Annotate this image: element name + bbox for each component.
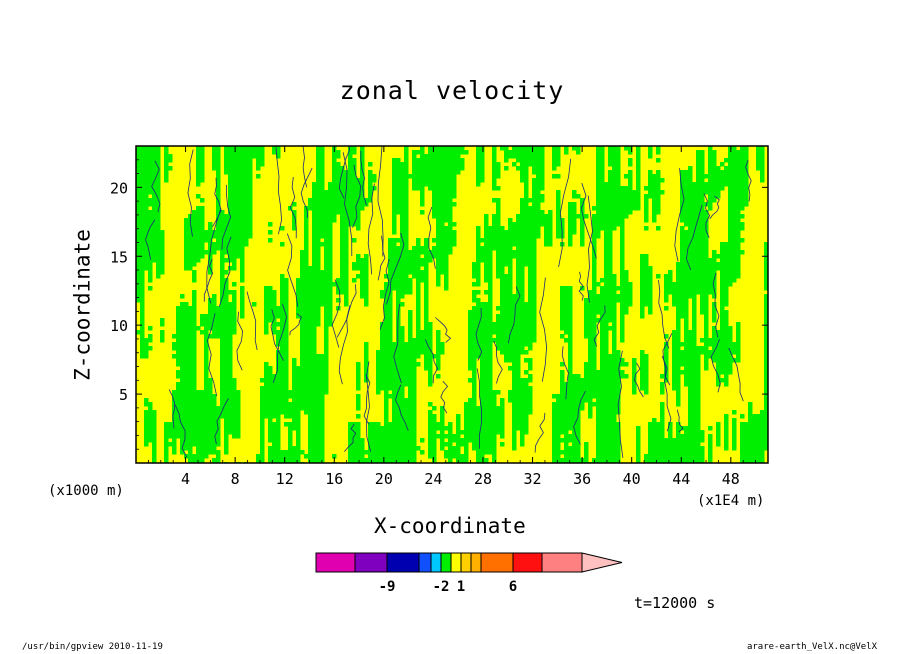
x-tick-label: 4 [181, 470, 190, 488]
y-axis-label: Z-coordinate [70, 229, 95, 381]
x-tick-label: 32 [524, 470, 542, 488]
chart-title: zonal velocity [339, 76, 565, 105]
x-tick-label: 16 [325, 470, 343, 488]
colorbar-tick-label: -9 [379, 579, 396, 595]
x-unit-label: (x1000 m) [48, 483, 124, 499]
colorbar-level [512, 552, 543, 573]
x-tick-label: 24 [424, 470, 442, 488]
y-tick-label: 10 [110, 317, 128, 335]
colorbar-level [386, 552, 420, 573]
colorbar-level [460, 552, 472, 573]
colorbar: -9 -2 1 6 [315, 552, 623, 595]
contour-lines [145, 146, 752, 458]
x-tick-label: 44 [672, 470, 690, 488]
colorbar-level [418, 552, 432, 573]
colorbar-tick-label: -2 [433, 579, 450, 595]
x-axis-label: X-coordinate [374, 514, 526, 538]
x-tick-label: 48 [722, 470, 740, 488]
x-tick-label: 8 [231, 470, 240, 488]
colorbar-level [480, 552, 514, 573]
x-tick-label: 20 [375, 470, 393, 488]
y-tick-label: 15 [110, 248, 128, 266]
x-tick-label: 28 [474, 470, 492, 488]
time-label: t=12000 s [634, 594, 716, 612]
x-tick-label: 36 [573, 470, 591, 488]
colorbar-level [470, 552, 482, 573]
colorbar-level [315, 552, 356, 573]
footer-program-date: /usr/bin/gpview 2010-11-19 [22, 642, 163, 652]
colorbar-overflow-arrow [581, 552, 623, 573]
colorbar-level [440, 552, 452, 573]
x-axis: 4 8 12 16 20 24 28 32 36 40 44 48 [147, 146, 757, 488]
colorbar-tick-label: 6 [509, 579, 517, 595]
x-tick-label: 40 [623, 470, 641, 488]
footer-source: arare-earth_VelX.nc@VelX [746, 642, 877, 652]
x-scale-label: (x1E4 m) [697, 493, 765, 509]
contour-field [136, 146, 768, 463]
y-axis: 5 10 15 20 [110, 159, 768, 450]
colorbar-level [450, 552, 462, 573]
y-tick-label: 20 [110, 179, 128, 197]
x-tick-label: 12 [276, 470, 294, 488]
colorbar-level [430, 552, 442, 573]
colorbar-tick-label: 1 [457, 579, 465, 595]
colorbar-level [541, 552, 583, 573]
y-tick-label: 5 [119, 386, 128, 404]
plot-frame [135, 145, 769, 464]
colorbar-level [354, 552, 388, 573]
